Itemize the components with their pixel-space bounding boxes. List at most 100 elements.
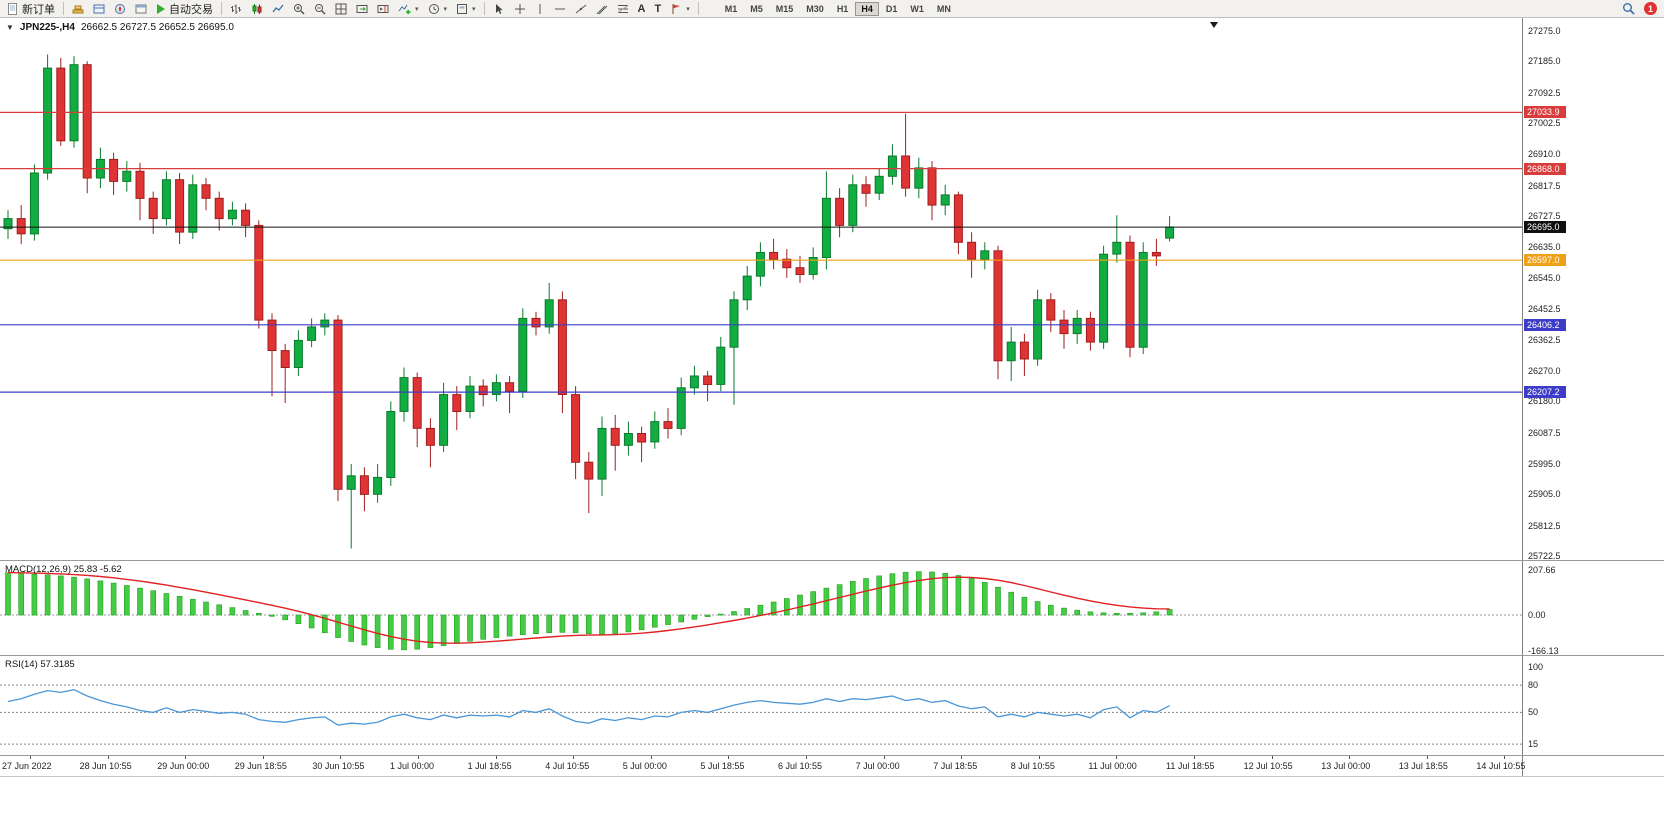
macd-histogram-bar [493,614,500,638]
zoom-in-button[interactable] [289,1,309,17]
axis-label: 27275.0 [1528,25,1561,36]
price-level-badge[interactable]: 26207.2 [1524,386,1566,399]
timeframe-button-M5[interactable]: M5 [750,3,763,14]
price-axis[interactable]: 27275.0 27185.0 27092.5 27002.5 26910.0 26817… [1522,18,1664,776]
timeframe-button-H1[interactable]: H1 [836,3,849,14]
market-watch-button[interactable] [68,1,88,17]
macd-histogram-bar [1087,611,1094,616]
search-button[interactable] [1618,1,1639,17]
macd-histogram-bar [1114,612,1120,616]
candle [56,57,66,146]
macd-histogram-bar [836,584,843,616]
terminal-button[interactable] [131,1,151,17]
macd-histogram-bar [691,614,698,620]
time-axis-tick [30,756,31,759]
macd-histogram-bar [242,610,249,616]
toolbar-separator [221,2,222,15]
macd-histogram-bar [625,614,632,633]
vertical-line-tool-button[interactable] [531,1,549,17]
fibonacci-tool-button[interactable] [613,1,633,17]
candle [505,376,515,414]
arrows-dropdown-icon[interactable]: ▾ [686,5,690,13]
zoom-out-button[interactable] [310,1,330,17]
price-level-badge[interactable]: 26868.0 [1524,162,1566,175]
candle [571,386,581,480]
channel-tool-button[interactable] [592,1,612,17]
new-order-button[interactable]: 新订单 [3,1,59,17]
price-level-badge[interactable]: 26406.2 [1524,318,1566,331]
templates-button[interactable]: ▾ [452,1,480,17]
time-axis-label: 1 Jul 18:55 [467,761,512,771]
bar-chart-mode-button[interactable] [226,1,246,17]
time-axis-label: 27 Jun 2022 [2,761,52,771]
axis-label: 0.00 [1528,610,1546,621]
periods-button[interactable]: ▾ [424,1,452,17]
timeframe-button-MN[interactable]: MN [936,3,951,14]
tile-windows-button[interactable] [331,1,351,17]
macd-histogram-bar [1140,612,1146,616]
timeframe-button-M30[interactable]: M30 [806,3,824,14]
candle [135,162,145,221]
chart-shift-button[interactable] [373,1,393,17]
price-level-badge[interactable]: 26597.0 [1524,254,1566,267]
indicators-dropdown-icon[interactable]: ▾ [415,5,419,13]
timeframe-group: M1 M5 M15 M30 H1 H4 D1 W1 MN [719,1,957,16]
timeframe-button-M15[interactable]: M15 [775,3,794,14]
auto-scroll-button[interactable] [352,1,372,17]
panel-separator [0,776,1664,777]
panel-separator[interactable] [0,560,1664,561]
timeframe-button-H4[interactable]: H4 [855,1,879,16]
main-chart-plot[interactable] [0,18,1522,560]
macd-histogram-bar [282,614,289,621]
time-axis-label: 30 Jun 10:55 [312,761,365,771]
text-tool-button[interactable]: A [634,1,650,17]
macd-histogram-bar [929,571,935,616]
candle [412,372,422,447]
candle [953,191,963,255]
macd-histogram-bar [955,575,962,616]
timeframe-button-D1[interactable]: D1 [885,3,898,14]
label-tool-button[interactable]: T [651,1,666,17]
rsi-panel-plot[interactable] [0,657,1522,755]
macd-histogram-bar [783,598,790,616]
toolbar-right-group: 1 [1618,1,1661,17]
time-axis-tick [883,756,885,759]
crosshair-tool-button[interactable] [510,1,530,17]
candle [531,311,541,336]
data-window-button[interactable] [89,1,109,17]
trendline-tool-button[interactable] [571,1,591,17]
arrows-tool-button[interactable]: ▾ [666,1,694,17]
macd-panel-plot[interactable] [0,562,1522,655]
macd-histogram-bar [110,582,117,616]
bar-chart-icon [231,4,241,14]
data-window-icon [93,4,105,13]
rsi-line [7,689,1170,726]
indicators-button[interactable]: ▾ [394,1,423,17]
time-axis-label: 13 Jul 00:00 [1321,761,1371,771]
axis-label: 27092.5 [1528,87,1561,98]
timeframe-button-W1[interactable]: W1 [910,3,924,14]
panel-separator[interactable] [0,755,1664,756]
candlestick-chart-icon [252,3,262,14]
panel-separator[interactable] [0,655,1664,656]
templates-dropdown-icon[interactable]: ▾ [472,5,476,13]
zoom-out-icon [315,3,326,15]
auto-trading-button[interactable]: 自动交易 [152,1,217,17]
line-chart-mode-button[interactable] [268,1,288,17]
time-axis[interactable]: 27 Jun 2022 28 Jun 10:55 29 Jun 00:00 29 Ju… [0,756,1525,776]
cursor-tool-button[interactable] [489,1,509,17]
macd-histogram-bar [704,614,711,618]
candlestick-mode-button[interactable] [247,1,267,17]
candle [175,173,185,244]
horizontal-line-tool-button[interactable] [550,1,570,17]
notification-badge[interactable]: 1 [1644,2,1657,15]
time-axis-tick [1349,756,1351,759]
periods-dropdown-icon[interactable]: ▾ [443,5,448,13]
timeframe-button-M1[interactable]: M1 [724,3,738,14]
price-level-badge[interactable]: 26695.0 [1524,221,1566,234]
symbol-dropdown-icon[interactable]: ▼ [6,23,14,32]
price-level-badge[interactable]: 27033.9 [1524,106,1566,119]
macd-histogram-bar [599,614,605,635]
navigator-button[interactable] [110,1,130,17]
chart-shift-marker-icon[interactable] [1210,22,1218,28]
